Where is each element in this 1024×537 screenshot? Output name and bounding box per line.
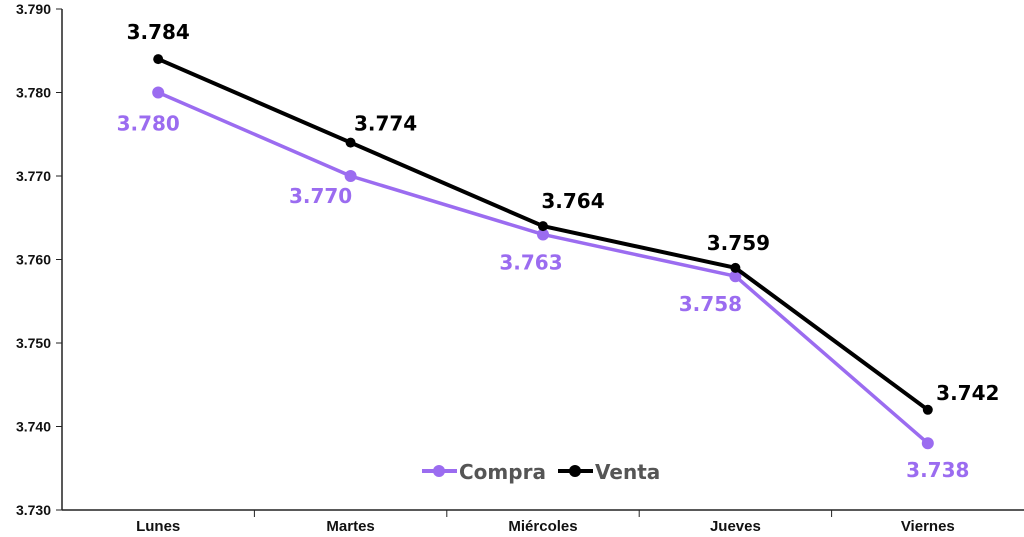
data-point-venta xyxy=(538,221,548,232)
data-point-compra xyxy=(152,86,165,99)
data-point-venta xyxy=(153,54,164,65)
data-label-compra: 3.780 xyxy=(117,112,180,136)
data-label-venta: 3.774 xyxy=(354,112,417,136)
x-tick-label: Martes xyxy=(326,518,374,535)
data-label-venta: 3.759 xyxy=(707,231,770,255)
y-tick-label: 3.790 xyxy=(16,1,51,17)
x-tick-label: Jueves xyxy=(710,518,761,535)
y-tick-label: 3.770 xyxy=(16,168,51,184)
data-label-venta: 3.784 xyxy=(127,20,190,44)
data-point-compra xyxy=(537,228,549,241)
data-point-compra xyxy=(344,170,357,182)
legend-entry-venta: Venta xyxy=(595,460,660,484)
data-label-compra: 3.770 xyxy=(289,184,352,208)
data-label-venta: 3.742 xyxy=(936,381,999,405)
y-tick-label: 3.730 xyxy=(16,502,51,518)
data-point-venta xyxy=(922,404,933,415)
x-tick-label: Lunes xyxy=(136,518,180,535)
x-tick-label: Miércoles xyxy=(508,518,577,535)
data-label-compra: 3.738 xyxy=(906,458,969,482)
data-label-compra: 3.758 xyxy=(679,292,742,316)
data-point-compra xyxy=(921,437,934,450)
legend-entry-compra: Compra xyxy=(459,460,546,484)
x-tick-label: Viernes xyxy=(901,518,955,535)
y-tick-label: 3.780 xyxy=(16,85,51,101)
y-tick-label: 3.740 xyxy=(16,419,51,435)
data-point-venta xyxy=(345,137,356,148)
legend-swatch-marker xyxy=(569,465,581,477)
legend-swatch-marker xyxy=(433,465,445,477)
data-point-compra xyxy=(729,270,742,283)
data-label-compra: 3.763 xyxy=(499,250,562,274)
y-tick-label: 3.760 xyxy=(16,252,51,268)
data-point-venta xyxy=(730,262,741,273)
y-tick-label: 3.750 xyxy=(16,335,51,351)
data-label-venta: 3.764 xyxy=(541,189,604,213)
